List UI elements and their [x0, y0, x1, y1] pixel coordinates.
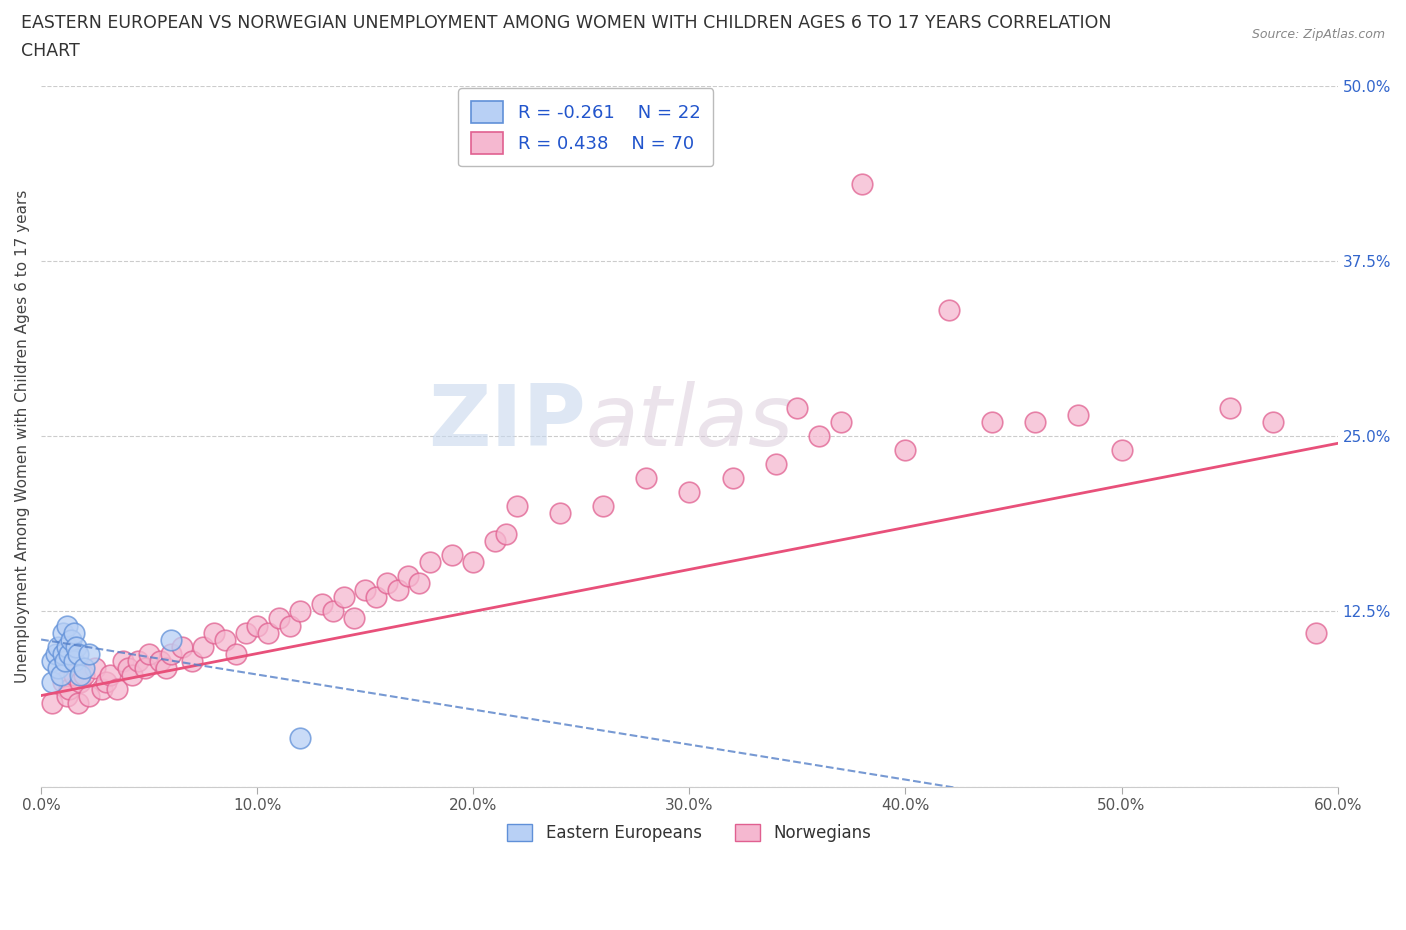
Point: [94, 674, 117, 689]
Point: [548, 506, 571, 521]
Point: [678, 485, 700, 499]
Point: [1305, 625, 1327, 640]
Point: [62, 625, 84, 640]
Point: [1261, 415, 1284, 430]
Point: [73, 667, 96, 682]
Point: [69, 674, 91, 689]
Point: [278, 618, 301, 633]
Point: [66, 646, 89, 661]
Point: [41, 695, 63, 710]
Point: [387, 583, 409, 598]
Point: [48, 660, 70, 675]
Point: [41, 674, 63, 689]
Point: [52, 674, 75, 689]
Point: [45, 646, 67, 661]
Point: [105, 681, 128, 696]
Point: [592, 499, 614, 514]
Point: [830, 415, 852, 430]
Point: [127, 653, 149, 668]
Point: [290, 730, 312, 745]
Point: [58, 646, 80, 661]
Point: [112, 653, 135, 668]
Point: [1067, 408, 1090, 423]
Point: [375, 576, 398, 591]
Point: [181, 653, 204, 668]
Point: [235, 625, 257, 640]
Text: ZIP: ZIP: [427, 381, 586, 464]
Point: [62, 667, 84, 682]
Point: [84, 660, 107, 675]
Point: [202, 625, 225, 640]
Text: Source: ZipAtlas.com: Source: ZipAtlas.com: [1251, 28, 1385, 41]
Point: [159, 632, 181, 647]
Point: [58, 681, 80, 696]
Text: CHART: CHART: [21, 42, 80, 60]
Point: [636, 471, 658, 485]
Point: [121, 667, 143, 682]
Point: [41, 653, 63, 668]
Point: [52, 646, 75, 661]
Point: [73, 660, 96, 675]
Point: [398, 569, 420, 584]
Point: [170, 639, 193, 654]
Point: [808, 429, 831, 444]
Point: [1111, 443, 1133, 458]
Point: [343, 611, 366, 626]
Legend: Eastern Europeans, Norwegians: Eastern Europeans, Norwegians: [501, 817, 877, 848]
Point: [69, 667, 91, 682]
Point: [56, 688, 79, 703]
Point: [1219, 401, 1241, 416]
Point: [463, 555, 485, 570]
Point: [938, 303, 960, 318]
Point: [419, 555, 441, 570]
Point: [77, 688, 100, 703]
Point: [149, 653, 172, 668]
Point: [77, 646, 100, 661]
Point: [214, 632, 236, 647]
Text: EASTERN EUROPEAN VS NORWEGIAN UNEMPLOYMENT AMONG WOMEN WITH CHILDREN AGES 6 TO 1: EASTERN EUROPEAN VS NORWEGIAN UNEMPLOYME…: [21, 14, 1112, 32]
Point: [62, 653, 84, 668]
Point: [851, 177, 873, 192]
Point: [721, 471, 744, 485]
Point: [980, 415, 1002, 430]
Point: [48, 639, 70, 654]
Point: [1024, 415, 1046, 430]
Point: [138, 646, 160, 661]
Point: [257, 625, 280, 640]
Point: [155, 660, 177, 675]
Point: [311, 597, 333, 612]
Point: [52, 625, 75, 640]
Point: [440, 548, 463, 563]
Point: [765, 457, 787, 472]
Point: [56, 618, 79, 633]
Point: [332, 590, 354, 604]
Point: [495, 527, 517, 542]
Point: [98, 667, 121, 682]
Point: [53, 653, 76, 668]
Point: [484, 534, 506, 549]
Y-axis label: Unemployment Among Women with Children Ages 6 to 17 years: Unemployment Among Women with Children A…: [15, 190, 30, 683]
Point: [267, 611, 290, 626]
Point: [408, 576, 430, 591]
Point: [49, 667, 72, 682]
Point: [66, 695, 89, 710]
Point: [90, 681, 112, 696]
Point: [786, 401, 808, 416]
Point: [505, 499, 527, 514]
Point: [56, 639, 79, 654]
Point: [290, 604, 312, 619]
Point: [65, 639, 87, 654]
Point: [117, 660, 139, 675]
Point: [322, 604, 344, 619]
Point: [134, 660, 156, 675]
Point: [354, 583, 377, 598]
Point: [364, 590, 387, 604]
Point: [60, 632, 83, 647]
Text: atlas: atlas: [586, 381, 793, 464]
Point: [225, 646, 247, 661]
Point: [159, 646, 181, 661]
Point: [246, 618, 269, 633]
Point: [193, 639, 215, 654]
Point: [894, 443, 917, 458]
